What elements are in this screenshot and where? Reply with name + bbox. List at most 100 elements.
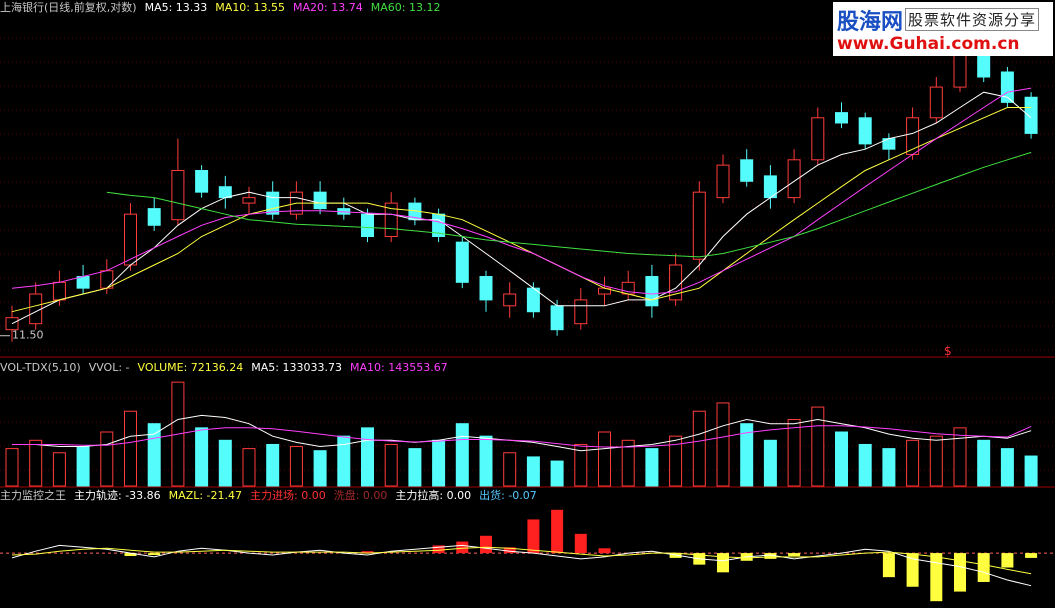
volume-bar	[503, 452, 517, 487]
candle-body	[479, 276, 493, 301]
ma-legend: MA60: 13.12	[370, 1, 441, 14]
candle-body	[740, 159, 754, 182]
indicator-title: 主力监控之王	[0, 489, 66, 502]
volume-bar	[953, 427, 967, 487]
indicator-bar	[788, 553, 801, 556]
indicator-bar	[456, 541, 469, 554]
volume-bar	[550, 460, 564, 487]
volume-bar	[124, 410, 137, 487]
ma-line	[11, 546, 1032, 575]
volume-bar	[289, 446, 303, 487]
indicator-bar	[930, 553, 943, 602]
ma-line	[11, 544, 1032, 587]
indicator-bar	[432, 545, 445, 554]
vvol-label: VVOL: -	[88, 361, 130, 374]
volume-bar	[1024, 455, 1038, 487]
indicator-legend: 洗盘: 0.00	[333, 489, 388, 502]
volume-bar	[977, 439, 991, 487]
indicator-bar	[598, 548, 611, 554]
candle-body	[29, 293, 43, 325]
volume-bar	[195, 427, 209, 487]
candle-body	[787, 159, 801, 199]
ma-legend: MA20: 13.74	[293, 1, 363, 14]
ma-line	[106, 151, 1032, 258]
indicator-legend: 主力进场: 0.00	[250, 489, 326, 502]
volume-bar	[692, 410, 706, 487]
candle-body	[929, 86, 943, 119]
ma-legend: MA5: 13.33	[144, 1, 208, 14]
volume-bar	[574, 443, 588, 487]
volume-bar	[242, 448, 256, 487]
candle-body	[313, 191, 327, 210]
volume-bar	[313, 450, 327, 487]
volume-bar	[361, 427, 374, 487]
volume-bar	[598, 431, 611, 487]
indicator-legend: 出货: -0.07	[479, 489, 537, 502]
candle-body	[171, 169, 185, 221]
indicator-bar	[148, 553, 161, 556]
ma-line	[12, 425, 1032, 448]
volume-bar	[100, 431, 114, 487]
volume-label: VOLUME: 72136.24	[137, 361, 244, 374]
volume-bar	[76, 446, 90, 487]
volume-bar	[384, 443, 398, 487]
vol-ma-legend: MA10: 143553.67	[349, 361, 448, 374]
indicator-legend: MAZL: -21.47	[168, 489, 243, 502]
indicator-bar	[551, 509, 564, 554]
indicator-bar	[882, 553, 895, 578]
candle-body	[147, 208, 161, 226]
volume-bar	[763, 439, 777, 487]
candle-body	[811, 117, 825, 161]
candle-body	[953, 51, 967, 88]
volume-bar	[5, 448, 19, 487]
volume-bar	[432, 439, 446, 487]
price-header: 上海银行(日线,前复权,对数) MA5: 13.33 MA10: 13.55 MA20…	[0, 0, 448, 15]
candle-body	[195, 169, 209, 193]
chart-title: 上海银行(日线,前复权,对数)	[0, 1, 137, 14]
volume-bar	[337, 435, 351, 487]
candle-body	[858, 117, 872, 145]
volume-bar	[147, 423, 161, 487]
candle-body	[266, 191, 280, 215]
volume-title: VOL-TDX(5,10)	[0, 361, 81, 374]
indicator-bar	[574, 533, 587, 554]
volume-bar	[645, 448, 659, 487]
volume-bar	[787, 419, 801, 487]
candle-body	[716, 164, 730, 199]
indicator-bar	[764, 553, 777, 559]
volume-bar	[455, 423, 469, 487]
volume-bar	[906, 439, 920, 487]
signal-marker: $	[944, 344, 952, 358]
volume-bar	[621, 439, 635, 487]
candle-body	[550, 305, 564, 331]
indicator-bar	[503, 547, 516, 554]
volume-bar	[811, 406, 825, 487]
volume-bar	[218, 439, 232, 487]
candle-body	[76, 276, 90, 289]
candle-body	[218, 186, 232, 199]
ma-line	[11, 87, 1032, 295]
indicator-bar	[1025, 553, 1038, 558]
candle-body	[574, 299, 588, 325]
ma-line	[12, 414, 1032, 452]
candle-body	[1000, 71, 1014, 103]
candle-body	[361, 213, 374, 238]
watermark: 股海网 股票软件资源分享 www.Guhai.com.cn	[833, 2, 1053, 56]
indicator-header: 主力监控之王 主力轨迹: -33.86 MAZL: -21.47 主力进场: 0.00…	[0, 488, 545, 503]
volume-bar	[858, 443, 872, 487]
watermark-url: www.Guhai.com.cn	[837, 34, 1020, 54]
low-label: 11.50	[12, 329, 44, 342]
volume-bar	[526, 456, 540, 487]
volume-bar	[408, 448, 422, 487]
ma-line	[11, 107, 1032, 313]
candle-body	[645, 276, 659, 307]
indicator-bar	[480, 535, 492, 554]
indicator-legend: 主力轨迹: -33.86	[74, 489, 161, 502]
indicator-bar	[977, 553, 990, 582]
indicator-legend: 主力拉高: 0.00	[395, 489, 472, 502]
ma-line	[11, 91, 1032, 325]
indicator-bar	[124, 553, 137, 556]
volume-bar	[29, 439, 43, 487]
